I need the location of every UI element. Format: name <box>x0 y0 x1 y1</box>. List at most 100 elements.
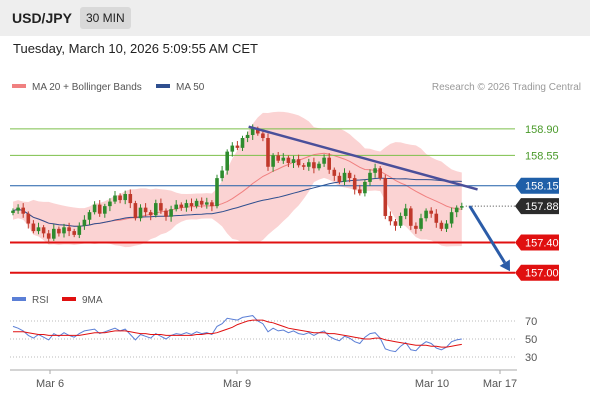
x-tick-label-mar10: Mar 10 <box>415 378 449 390</box>
candle-body <box>159 203 163 211</box>
candle-body <box>118 195 122 201</box>
candle-body <box>439 222 444 229</box>
candle-body <box>184 203 189 208</box>
candle-body <box>41 227 46 234</box>
level-label-2: 158.15 <box>525 181 559 193</box>
candle-body <box>103 206 107 214</box>
candle-body <box>444 223 449 229</box>
candle-body <box>174 204 178 210</box>
ma20-legend-label: MA 20 + Bollinger Bands <box>32 82 142 93</box>
rsi-tick-50: 50 <box>525 334 537 346</box>
candle-body <box>378 168 382 179</box>
candle-body <box>169 209 173 217</box>
candle-body <box>52 228 56 239</box>
candle-body <box>301 165 306 167</box>
key-levels <box>10 128 515 274</box>
level-badge-4 <box>515 234 559 251</box>
ma50-legend-label: MA 50 <box>176 82 205 93</box>
candlesticks <box>11 124 464 244</box>
candle-body <box>92 204 97 213</box>
last-price-label: 157.88 <box>525 201 559 213</box>
candle-body <box>21 207 25 214</box>
candle-body <box>26 213 31 224</box>
candle-body <box>403 208 408 216</box>
x-tick-label-mar6: Mar 6 <box>36 378 64 390</box>
bollinger-band <box>13 111 462 248</box>
rsi-panel: 70 50 30 <box>10 315 537 364</box>
level-label-1: 158.55 <box>525 150 559 162</box>
forecast-arrow <box>468 205 510 272</box>
rsi-legend: RSI 9MA <box>12 295 103 306</box>
x-tick-label-mar9: Mar 9 <box>223 378 251 390</box>
rsi-tick-30: 30 <box>525 352 537 364</box>
candle-body <box>210 202 214 207</box>
candle-body <box>11 210 15 213</box>
candle-body <box>383 178 388 216</box>
candle-body <box>322 157 326 164</box>
candle-body <box>128 194 133 204</box>
candle-body <box>194 200 199 207</box>
candle-body <box>16 207 20 211</box>
candle-body <box>97 204 102 214</box>
level-label-4: 157.40 <box>525 237 559 249</box>
candle-body <box>220 170 224 179</box>
candle-body <box>358 189 362 194</box>
candle-body <box>327 157 331 170</box>
candle-body <box>205 202 209 205</box>
candle-body <box>398 215 403 226</box>
x-tick-label-mar17: Mar 17 <box>483 378 517 390</box>
candle-body <box>296 159 301 166</box>
candle-body <box>261 133 265 139</box>
candle-body <box>164 210 168 217</box>
candle-body <box>256 128 260 134</box>
candle-body <box>368 172 372 182</box>
candle-body <box>414 225 418 229</box>
level-badge-2 <box>515 177 559 194</box>
candle-body <box>393 221 398 226</box>
candle-body <box>419 218 423 229</box>
candle-body <box>46 233 51 239</box>
candle-body <box>312 162 316 169</box>
candle-body <box>276 155 280 161</box>
rsi-ma9-line <box>13 319 462 348</box>
candle-body <box>409 208 413 226</box>
candle-body <box>82 219 87 226</box>
candle-body <box>317 163 321 169</box>
candle-body <box>113 195 117 202</box>
candle-body <box>271 155 275 167</box>
candle-body <box>250 128 255 135</box>
candle-body <box>123 194 127 201</box>
candle-body <box>449 212 454 224</box>
report-datetime: Tuesday, March 10, 2026 5:09:55 AM CET <box>13 41 258 56</box>
candle-body <box>454 207 459 213</box>
candle-body <box>77 225 82 235</box>
candle-body <box>352 178 357 190</box>
copyright-credit: Research © 2026 Trading Central <box>432 82 581 93</box>
candle-body <box>429 210 433 214</box>
last-price-badge <box>515 198 559 215</box>
trendline <box>248 125 478 191</box>
candle-body <box>154 203 158 216</box>
candle-body <box>225 151 229 171</box>
candle-body <box>434 213 439 223</box>
timeframe-badge[interactable]: 30 MIN <box>80 7 131 29</box>
candle-body <box>179 204 184 208</box>
candle-body <box>307 162 311 167</box>
candle-body <box>291 159 296 163</box>
price-panel: 158.90 158.55 158.15 157.88 157.40 157.00 <box>10 111 559 281</box>
candle-body <box>31 223 36 232</box>
price-legend: MA 20 + Bollinger Bands MA 50 Research ©… <box>12 82 581 93</box>
candle-body <box>460 206 464 208</box>
x-axis: Mar 6 Mar 9 Mar 10 Mar 17 <box>10 369 517 390</box>
candle-body <box>266 138 270 167</box>
candle-body <box>215 178 219 207</box>
candle-body <box>62 227 66 234</box>
currency-pair: USD/JPY <box>12 10 72 26</box>
candle-body <box>235 145 240 148</box>
rsi-tick-70: 70 <box>525 316 537 328</box>
candle-body <box>363 181 367 194</box>
candle-body <box>36 227 41 232</box>
rsi-line <box>12 315 462 353</box>
candle-body <box>281 157 286 161</box>
